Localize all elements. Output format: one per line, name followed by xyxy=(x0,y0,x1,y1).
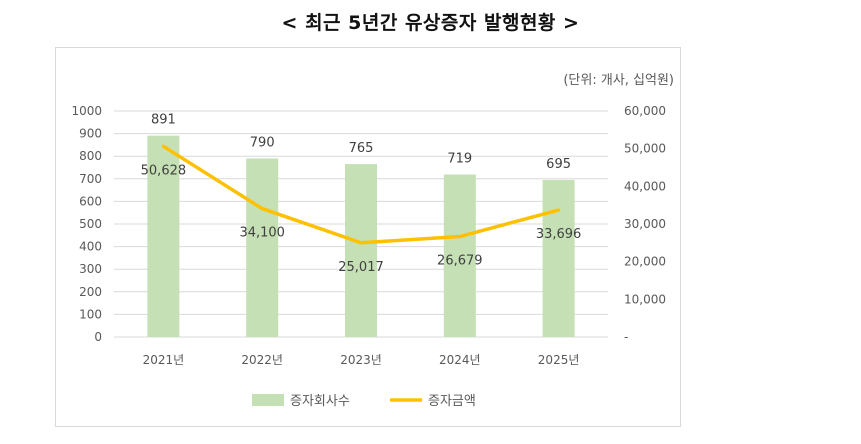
line-data-label: 33,696 xyxy=(536,227,582,242)
y-left-tick-label: 700 xyxy=(79,172,102,186)
chart-frame: (단위: 개사, 십억원) 891 790 765 719 695 50,628 34,10… xyxy=(55,47,681,427)
y-left-tick-label: 600 xyxy=(79,194,102,208)
bar-data-label: 790 xyxy=(250,135,275,150)
y-right-tick-label: 10,000 xyxy=(624,292,666,306)
bar-data-label: 695 xyxy=(546,157,571,172)
combo-chart: (단위: 개사, 십억원) 891 790 765 719 695 50,628 34,10… xyxy=(71,73,674,409)
line-data-label: 50,628 xyxy=(141,163,187,178)
bar xyxy=(147,135,180,337)
x-tick-label: 2023년 xyxy=(340,353,382,367)
bar-series xyxy=(147,135,575,337)
bar xyxy=(246,158,279,337)
x-tick-label: 2022년 xyxy=(241,353,283,367)
bar-data-label: 765 xyxy=(349,141,374,156)
legend-label-line: 증자금액 xyxy=(428,394,476,409)
line-data-label: 25,017 xyxy=(338,260,384,275)
y-left-tick-label: 800 xyxy=(79,149,102,163)
data-labels: 891 790 765 719 695 50,628 34,100 25,017 26,679 3… xyxy=(141,113,582,275)
y-right-tick-label: 20,000 xyxy=(624,255,666,269)
y-left-tick-label: 400 xyxy=(79,240,102,254)
y-right-tick-label: - xyxy=(624,330,628,344)
bar-data-label: 891 xyxy=(151,113,176,128)
axes: 0 100 200 300 400 500 600 700 800 900 1000 - 10,000 2… xyxy=(71,104,666,367)
y-left-tick-label: 0 xyxy=(94,330,102,344)
legend: 증자회사수 증자금액 xyxy=(252,394,476,409)
x-tick-label: 2021년 xyxy=(143,353,185,367)
y-left-tick-label: 500 xyxy=(79,217,102,231)
y-left-tick-label: 200 xyxy=(79,285,102,299)
page-title: < 최근 5년간 유상증자 발행현황 > xyxy=(281,12,580,34)
y-left-tick-label: 1000 xyxy=(71,104,102,118)
y-right-tick-label: 40,000 xyxy=(624,179,666,193)
x-tick-label: 2025년 xyxy=(538,353,580,367)
bar-data-label: 719 xyxy=(447,152,472,167)
bar xyxy=(443,174,476,337)
x-tick-label: 2024년 xyxy=(439,353,481,367)
y-right-tick-label: 60,000 xyxy=(624,104,666,118)
bar xyxy=(345,164,377,337)
line-data-label: 34,100 xyxy=(239,226,285,241)
legend-label-bar: 증자회사수 xyxy=(290,394,350,409)
y-left-tick-label: 900 xyxy=(79,127,102,141)
line-series xyxy=(161,144,561,245)
line-data-label: 26,679 xyxy=(437,254,483,269)
y-left-tick-label: 100 xyxy=(79,307,102,321)
bar xyxy=(542,179,575,337)
y-right-tick-label: 50,000 xyxy=(624,142,666,156)
y-right-tick-label: 30,000 xyxy=(624,217,666,231)
legend-swatch-bar xyxy=(252,394,284,406)
y-left-tick-label: 300 xyxy=(79,262,102,276)
unit-note: (단위: 개사, 십억원) xyxy=(563,73,674,88)
